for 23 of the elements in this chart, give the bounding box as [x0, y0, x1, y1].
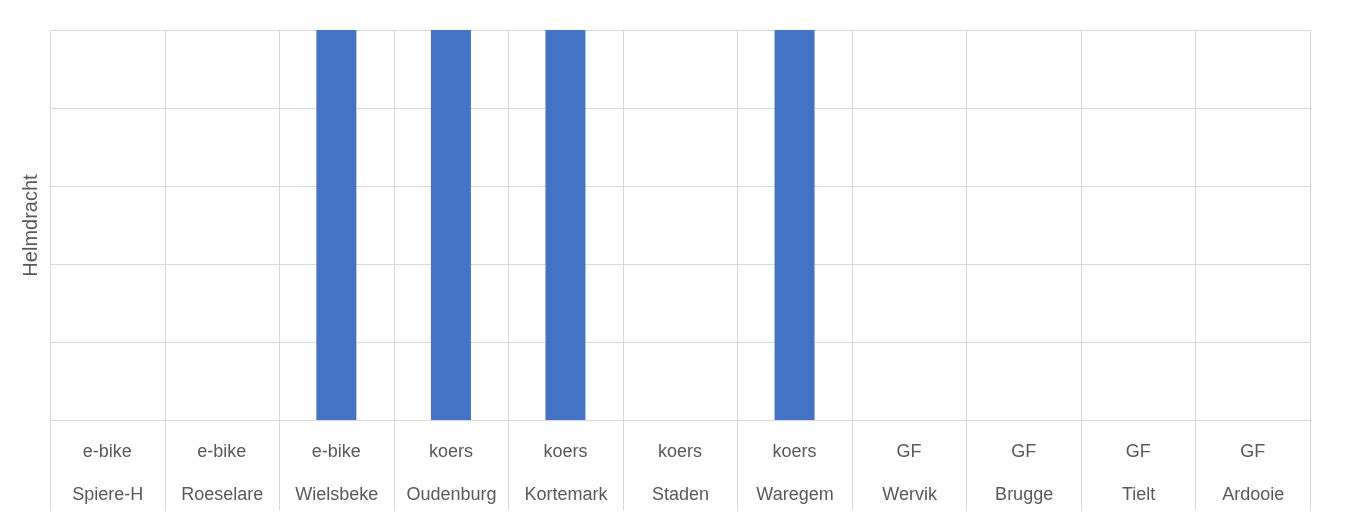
- x-tick-label: Wervik: [882, 483, 938, 504]
- text: e-bike: [82, 441, 132, 461]
- x-tick-label: Brugge: [995, 483, 1054, 504]
- text: GF: [1240, 441, 1266, 461]
- text: GF: [1011, 441, 1037, 461]
- x-tick-label: Waregem: [756, 483, 834, 504]
- y-axis-title: Helmdracht: [18, 173, 41, 277]
- x-tick-label: Spiere-H: [72, 483, 144, 504]
- text: koers: [543, 441, 588, 461]
- x-tick-label: Oudenburg: [406, 483, 497, 504]
- text: GF: [1125, 441, 1151, 461]
- x-tick-label: Wielsbeke: [295, 483, 379, 504]
- x-tick-label: Staden: [651, 483, 710, 504]
- text: koers: [772, 441, 817, 461]
- x-tick-label: Ardooie: [1222, 483, 1285, 504]
- text: GF: [896, 441, 922, 461]
- text: e-bike: [311, 441, 361, 461]
- text: koers: [428, 441, 473, 461]
- text: koers: [657, 441, 703, 461]
- x-tick-label: Roeselare: [181, 483, 264, 504]
- text: e-bike: [197, 441, 247, 461]
- x-tick-label: Tielt: [1122, 483, 1156, 504]
- x-tick-label: Kortemark: [524, 483, 609, 504]
